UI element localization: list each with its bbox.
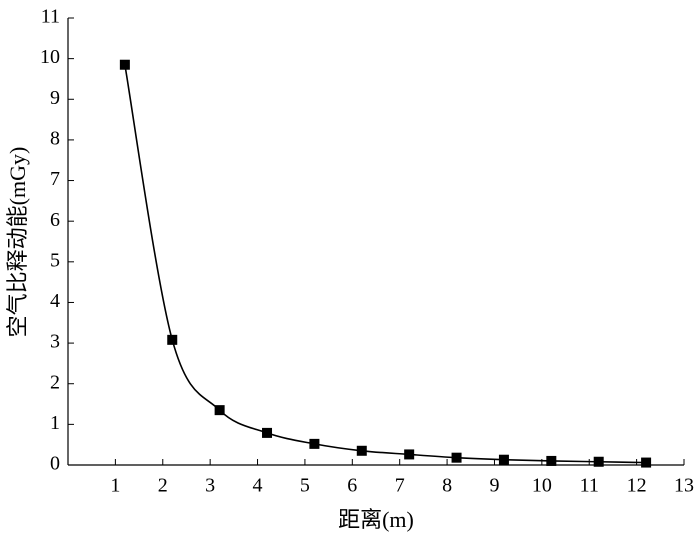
y-tick-label: 5	[50, 249, 60, 271]
y-tick-label: 11	[41, 6, 60, 28]
x-tick-label: 3	[205, 475, 215, 497]
x-tick-label: 4	[253, 475, 263, 497]
y-axis-title: 空气比释动能(mGy)	[5, 147, 30, 338]
marker	[593, 456, 604, 467]
x-tick-label: 10	[532, 475, 552, 497]
marker	[451, 452, 462, 463]
marker	[641, 457, 652, 468]
marker	[309, 438, 320, 449]
marker	[119, 59, 130, 70]
y-tick-label: 7	[50, 168, 60, 190]
y-tick-label: 0	[50, 453, 60, 475]
marker	[262, 427, 273, 438]
y-tick-label: 9	[50, 87, 60, 109]
series-line	[124, 64, 647, 464]
x-tick-label: 2	[158, 475, 168, 497]
y-tick-label: 4	[50, 290, 60, 312]
y-tick-label: 1	[50, 412, 60, 434]
x-tick-label: 11	[580, 475, 599, 497]
x-tick-label: 5	[300, 475, 310, 497]
x-tick-label: 13	[674, 475, 694, 497]
marker	[546, 455, 557, 466]
x-tick-label: 7	[395, 475, 405, 497]
marker	[214, 405, 225, 416]
marker	[356, 445, 367, 456]
y-tick-label: 6	[50, 209, 60, 231]
marker	[167, 334, 178, 345]
marker	[498, 454, 509, 465]
y-tick-label: 8	[50, 128, 60, 150]
marker	[404, 449, 415, 460]
x-tick-label: 12	[627, 475, 647, 497]
x-tick-label: 9	[489, 475, 499, 497]
x-tick-label: 8	[442, 475, 452, 497]
x-axis-title: 距离(m)	[338, 507, 414, 532]
x-tick-label: 6	[347, 475, 357, 497]
y-tick-label: 10	[40, 46, 60, 68]
x-tick-label: 1	[110, 475, 120, 497]
y-tick-label: 2	[50, 371, 60, 393]
y-tick-label: 3	[50, 331, 60, 353]
